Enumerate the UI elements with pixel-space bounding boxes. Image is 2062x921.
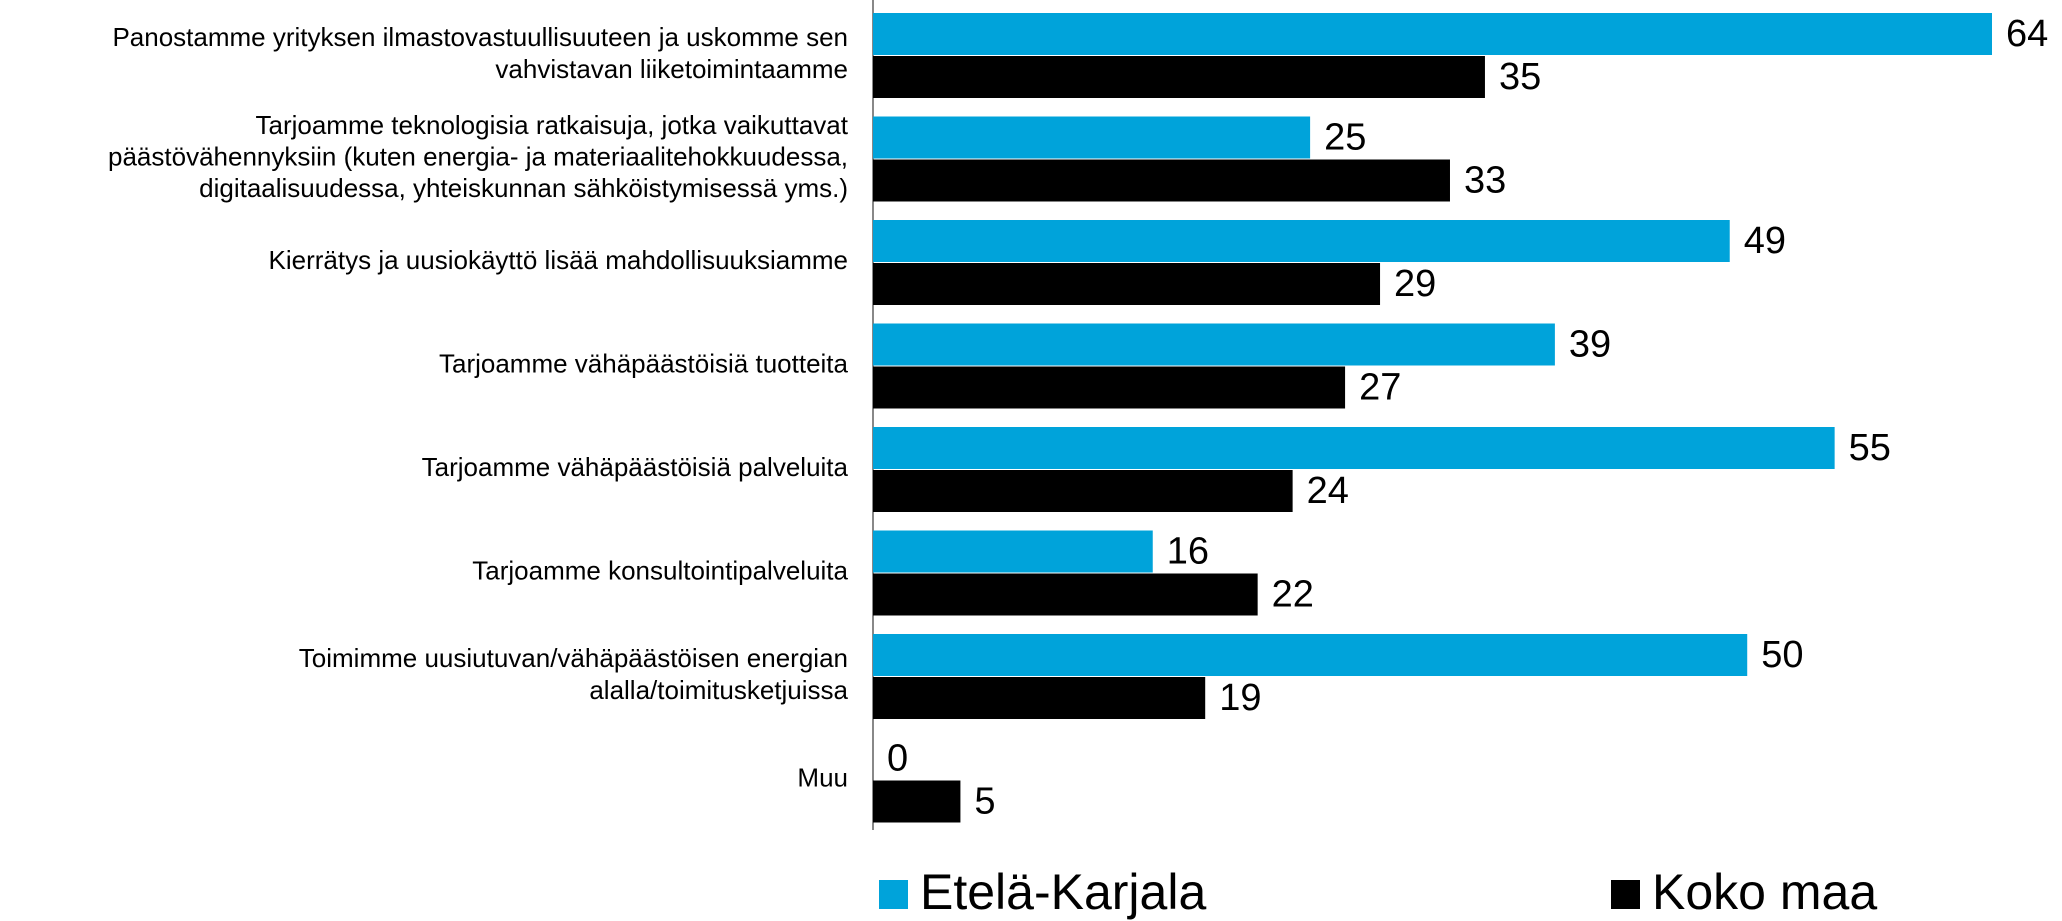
category-label: Tarjoamme vähäpäästöisiä tuotteita [439, 348, 849, 378]
category-label: Tarjoamme teknologisia ratkaisuja, jotka… [108, 110, 849, 203]
value-label: 64 [2006, 13, 2048, 55]
value-label: 49 [1744, 220, 1786, 262]
value-label: 33 [1464, 160, 1506, 202]
value-label: 27 [1359, 367, 1401, 409]
value-label: 25 [1324, 117, 1366, 159]
category-label: Muu [797, 762, 848, 792]
legend-swatch [879, 880, 908, 909]
category-label: Tarjoamme vähäpäästöisiä palveluita [422, 452, 849, 482]
bar [873, 677, 1206, 719]
bar [873, 323, 1555, 366]
legend-label: Koko maa [1652, 864, 1877, 920]
bar [873, 159, 1450, 202]
bar [873, 530, 1153, 573]
bar [873, 13, 1992, 55]
bar [873, 116, 1311, 159]
value-label: 55 [1849, 427, 1891, 469]
bar [873, 56, 1485, 98]
bar [873, 427, 1835, 469]
bar [873, 573, 1258, 616]
value-label: 24 [1307, 470, 1349, 512]
bar [873, 780, 961, 823]
value-label: 39 [1569, 324, 1611, 366]
value-label: 22 [1272, 574, 1314, 616]
legend-label: Etelä-Karjala [920, 864, 1206, 920]
value-label: 16 [1167, 531, 1209, 573]
value-label: 35 [1499, 56, 1541, 98]
legend-swatch [1611, 880, 1640, 909]
bar [873, 366, 1346, 409]
value-label: 19 [1219, 677, 1261, 719]
bar [873, 470, 1293, 512]
value-label: 0 [887, 738, 908, 780]
category-label: Kierrätys ja uusiokäyttö lisää mahdollis… [269, 245, 848, 275]
category-label: Toimimme uusiutuvan/vähäpäästöisen energ… [299, 643, 849, 705]
bar [873, 263, 1381, 305]
category-label: Tarjoamme konsultointipalveluita [472, 555, 848, 585]
value-label: 29 [1394, 263, 1436, 305]
bar [873, 634, 1748, 676]
value-label: 5 [974, 781, 995, 823]
category-label: Panostamme yrityksen ilmastovastuullisuu… [112, 22, 848, 84]
bar [873, 220, 1730, 262]
value-label: 50 [1761, 634, 1803, 676]
